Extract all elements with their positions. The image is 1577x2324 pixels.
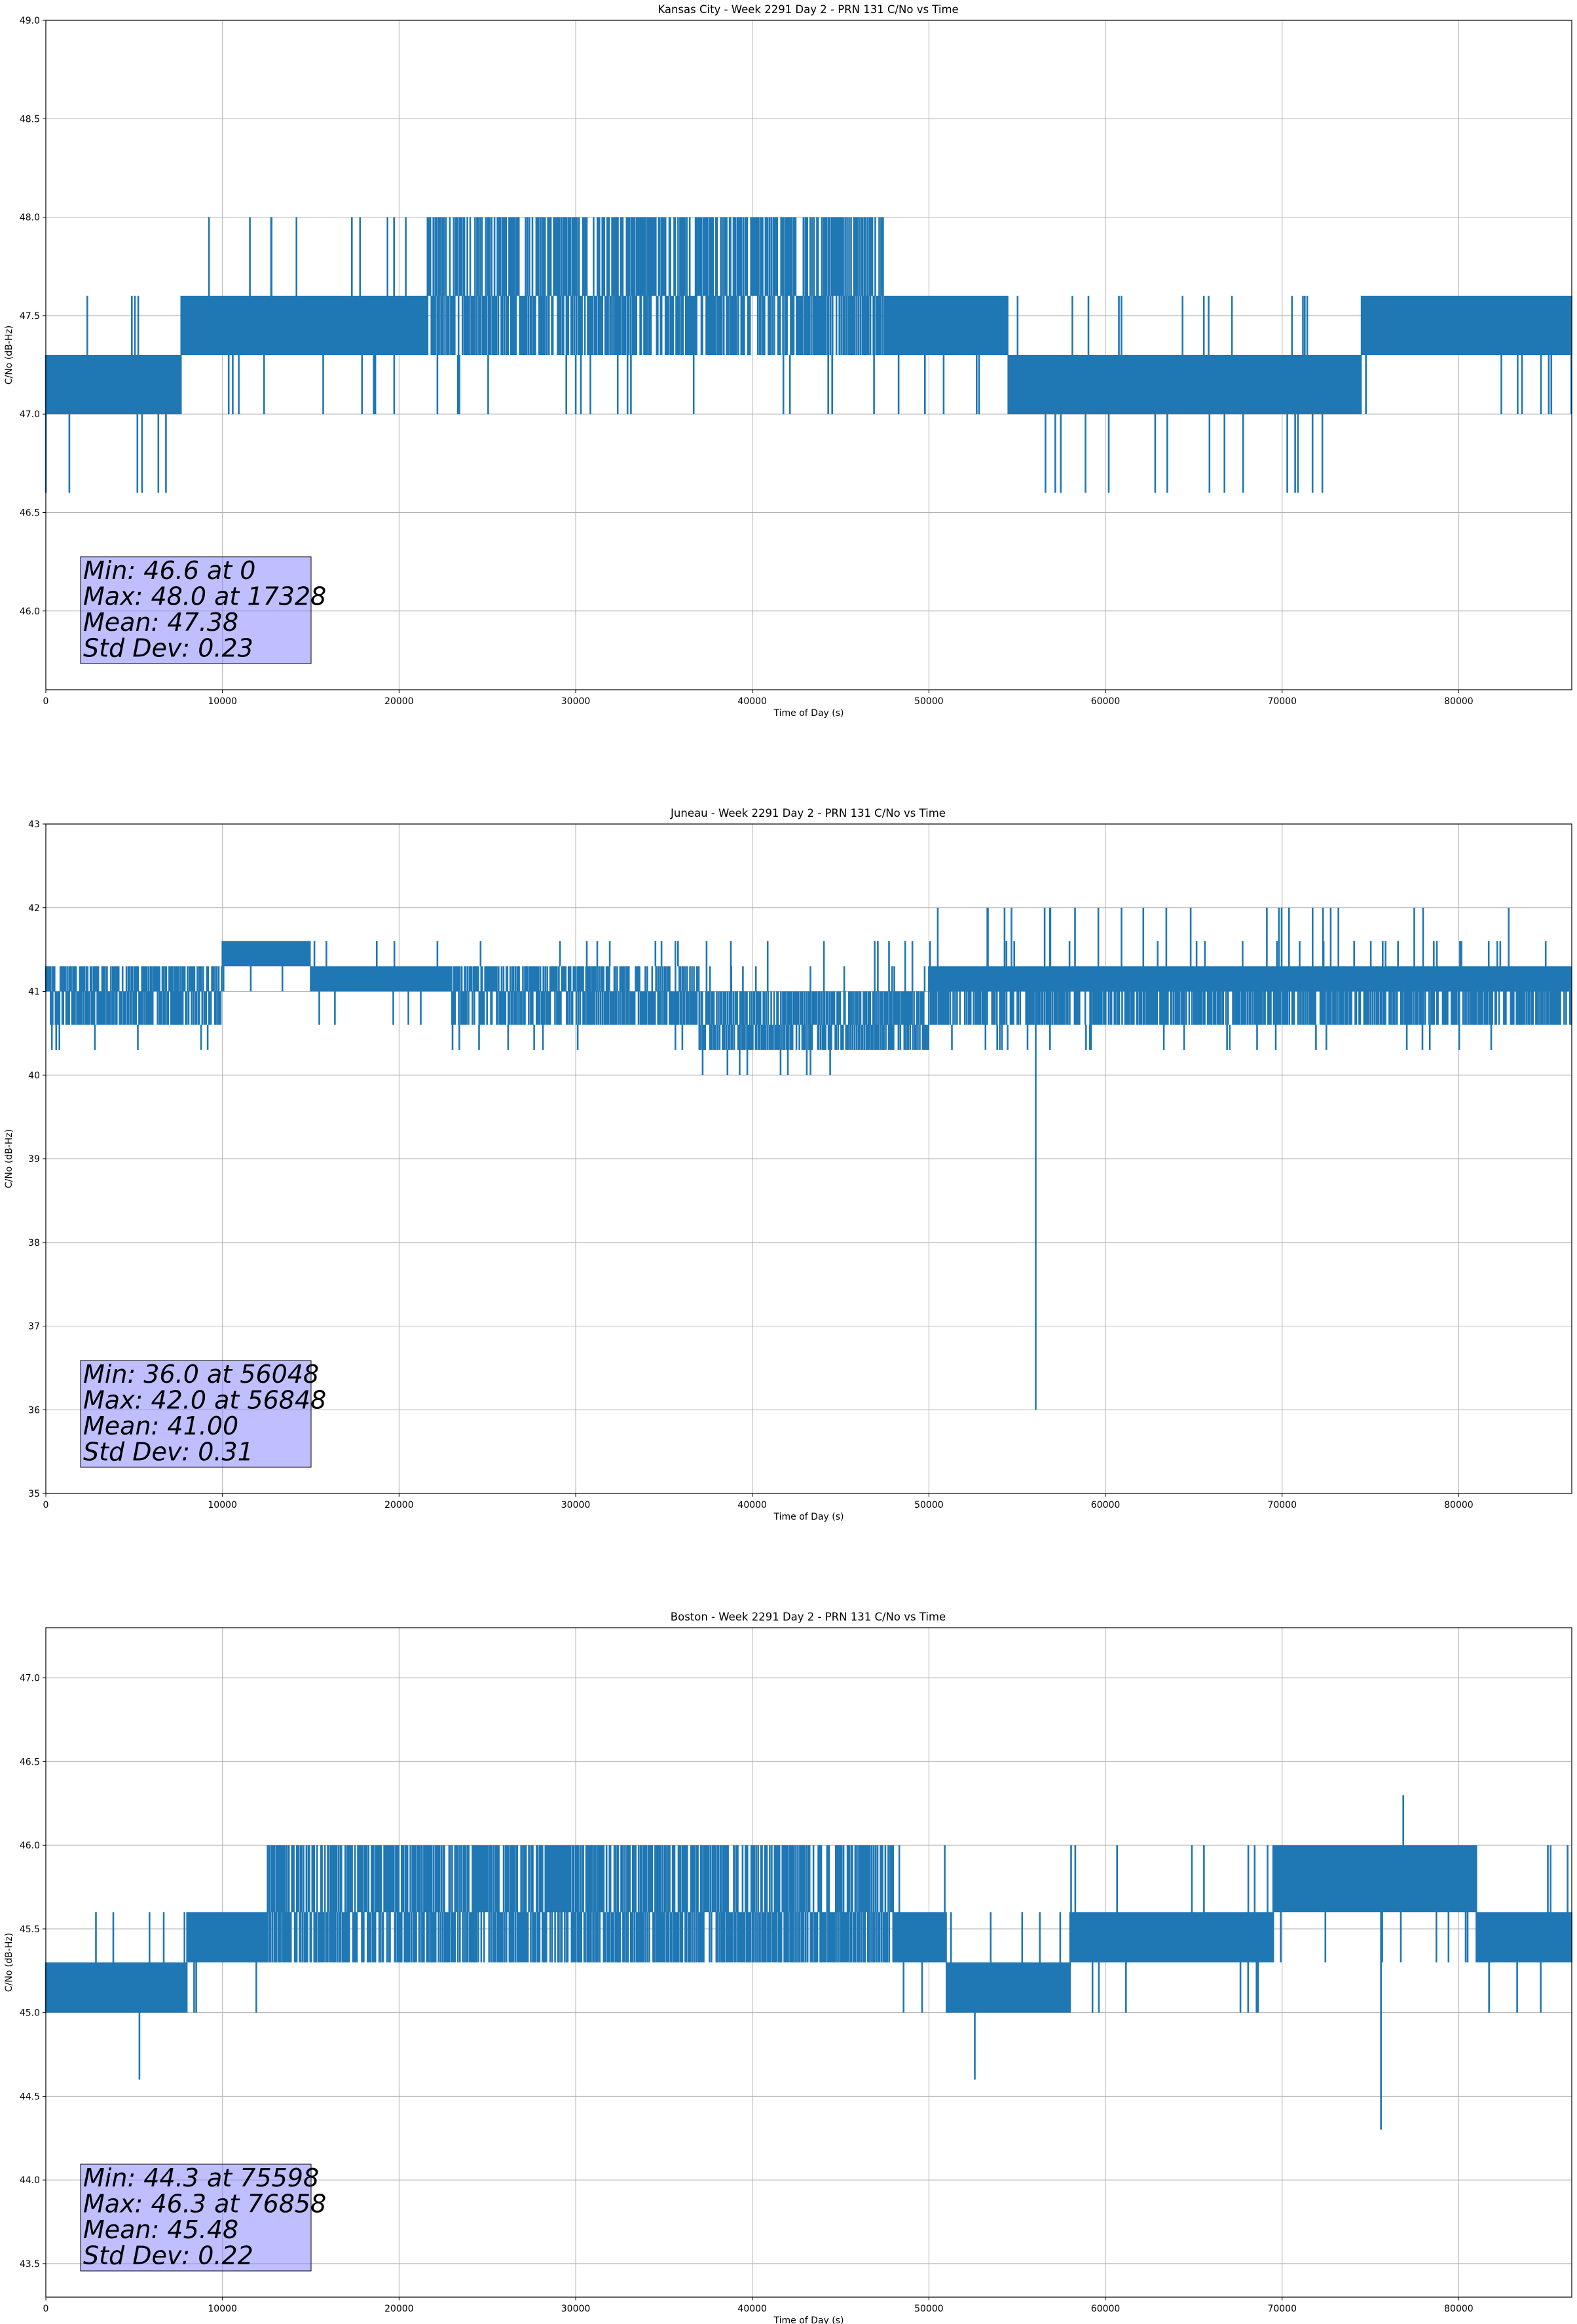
stats-min: Min: 44.3 at 75598 xyxy=(83,2164,319,2192)
stats-annotation: Min: 46.6 at 0 Max: 48.0 at 17328 Mean: … xyxy=(80,556,326,664)
y-axis-ticks: 46.0 46.5 47.0 47.5 48.0 48.5 49.0 xyxy=(20,16,46,617)
plot-title: Juneau - Week 2291 Day 2 - PRN 131 C/No … xyxy=(670,807,946,819)
x-tick-label: 60000 xyxy=(1091,2304,1121,2314)
plot-title: Kansas City - Week 2291 Day 2 - PRN 131 … xyxy=(658,3,958,16)
x-tick-label: 70000 xyxy=(1267,696,1297,707)
stats-std-dev: Std Dev: 0.31 xyxy=(83,1438,253,1467)
x-tick-label: 70000 xyxy=(1267,2304,1297,2314)
x-axis-ticks: 0 10000 20000 30000 40000 50000 60000 70000 8000… xyxy=(43,2297,1474,2314)
y-tick-label: 46.5 xyxy=(20,508,40,518)
axes-frame xyxy=(45,20,1572,690)
x-tick-label: 50000 xyxy=(914,2304,944,2314)
x-tick-label: 40000 xyxy=(737,1500,767,1510)
data-series xyxy=(45,217,1572,493)
y-tick-label: 49.0 xyxy=(20,16,40,26)
y-tick-label: 38 xyxy=(28,1238,40,1248)
stats-box-background xyxy=(80,2164,312,2272)
x-tick-label: 10000 xyxy=(208,2304,237,2314)
y-tick-label: 47.0 xyxy=(20,1674,40,1684)
x-tick-label: 70000 xyxy=(1267,1500,1297,1510)
y-tick-label: 44.5 xyxy=(20,2091,40,2102)
stats-mean: Mean: 45.48 xyxy=(83,2215,238,2244)
x-tick-label: 10000 xyxy=(208,696,237,707)
y-tick-label: 41 xyxy=(28,987,40,998)
stats-box-background xyxy=(80,556,312,664)
x-tick-label: 30000 xyxy=(561,2304,591,2314)
y-tick-label: 46.5 xyxy=(20,1757,40,1767)
x-axis-ticks: 0 10000 20000 30000 40000 50000 60000 70000 8000… xyxy=(43,1493,1474,1510)
y-tick-label: 37 xyxy=(28,1322,40,1332)
x-axis-label: Time of Day (s) xyxy=(773,2315,844,2324)
stats-mean: Mean: 47.38 xyxy=(83,608,238,637)
stats-min: Min: 46.6 at 0 xyxy=(83,556,255,585)
x-tick-label: 0 xyxy=(43,696,49,707)
y-tick-label: 40 xyxy=(28,1070,40,1081)
y-tick-label: 35 xyxy=(28,1489,40,1499)
series-line xyxy=(45,217,1572,493)
y-tick-label: 46.0 xyxy=(20,607,40,617)
plot-title: Boston - Week 2291 Day 2 - PRN 131 C/No … xyxy=(671,1611,946,1623)
stats-max: Max: 48.0 at 17328 xyxy=(83,582,326,611)
y-tick-label: 47.0 xyxy=(20,409,40,420)
x-tick-label: 20000 xyxy=(384,2304,414,2314)
x-tick-label: 40000 xyxy=(737,2304,767,2314)
stats-max: Max: 42.0 at 56848 xyxy=(83,1386,326,1415)
x-tick-label: 40000 xyxy=(737,696,767,707)
x-axis-ticks: 0 10000 20000 30000 40000 50000 60000 70000 8000… xyxy=(43,690,1474,707)
stats-annotation: Min: 36.0 at 56048 Max: 42.0 at 56848 Me… xyxy=(80,1360,326,1468)
x-tick-label: 50000 xyxy=(914,696,944,707)
y-tick-label: 45.5 xyxy=(20,1924,40,1935)
x-tick-label: 60000 xyxy=(1091,1500,1121,1510)
y-tick-label: 42 xyxy=(28,903,40,914)
subplot-kansas-city: Kansas City - Week 2291 Day 2 - PRN 131 … xyxy=(4,3,1572,719)
y-tick-label: 45.0 xyxy=(20,2008,40,2019)
y-axis-label: C/No (dB-Hz) xyxy=(4,1129,14,1188)
stats-std-dev: Std Dev: 0.22 xyxy=(83,2241,253,2270)
x-tick-label: 30000 xyxy=(561,1500,591,1510)
series-line xyxy=(45,1795,1572,2130)
y-tick-label: 46.0 xyxy=(20,1841,40,1851)
x-axis-label: Time of Day (s) xyxy=(773,1512,844,1522)
x-axis-label: Time of Day (s) xyxy=(773,708,844,719)
x-tick-label: 50000 xyxy=(914,1500,944,1510)
stats-min: Min: 36.0 at 56048 xyxy=(83,1360,319,1389)
y-axis-label: C/No (dB-Hz) xyxy=(4,326,14,384)
y-tick-label: 36 xyxy=(28,1405,40,1415)
y-axis-ticks: 35 36 37 38 39 40 41 42 43 xyxy=(28,819,46,1499)
y-axis-ticks: 43.5 44.0 44.5 45.0 45.5 46.0 46.5 47.0 xyxy=(20,1674,46,2270)
x-tick-label: 30000 xyxy=(561,696,591,707)
y-tick-label: 44.0 xyxy=(20,2175,40,2186)
y-tick-label: 43.5 xyxy=(20,2259,40,2270)
stats-mean: Mean: 41.00 xyxy=(83,1412,238,1440)
stats-max: Max: 46.3 at 76858 xyxy=(83,2190,326,2219)
y-tick-label: 39 xyxy=(28,1154,40,1165)
x-tick-label: 80000 xyxy=(1444,696,1474,707)
x-tick-label: 0 xyxy=(43,2304,49,2314)
stats-annotation: Min: 44.3 at 75598 Max: 46.3 at 76858 Me… xyxy=(80,2164,326,2272)
x-tick-label: 10000 xyxy=(208,1500,237,1510)
axes-frame xyxy=(45,1627,1572,2298)
y-axis-label: C/No (dB-Hz) xyxy=(4,1933,14,1992)
y-tick-label: 47.5 xyxy=(20,311,40,322)
stats-box-background xyxy=(80,1360,312,1468)
x-tick-label: 0 xyxy=(43,1500,49,1510)
y-tick-label: 48.5 xyxy=(20,114,40,124)
subplot-juneau: Juneau - Week 2291 Day 2 - PRN 131 C/No … xyxy=(4,807,1572,1522)
x-tick-label: 20000 xyxy=(384,1500,414,1510)
stats-std-dev: Std Dev: 0.23 xyxy=(83,634,253,663)
y-tick-label: 43 xyxy=(28,819,40,830)
x-tick-label: 80000 xyxy=(1444,1500,1474,1510)
x-tick-label: 60000 xyxy=(1091,696,1121,707)
subplot-boston: Boston - Week 2291 Day 2 - PRN 131 C/No … xyxy=(4,1611,1572,2324)
data-series xyxy=(45,1795,1572,2130)
x-tick-label: 20000 xyxy=(384,696,414,707)
x-tick-label: 80000 xyxy=(1444,2304,1474,2314)
y-tick-label: 48.0 xyxy=(20,213,40,223)
